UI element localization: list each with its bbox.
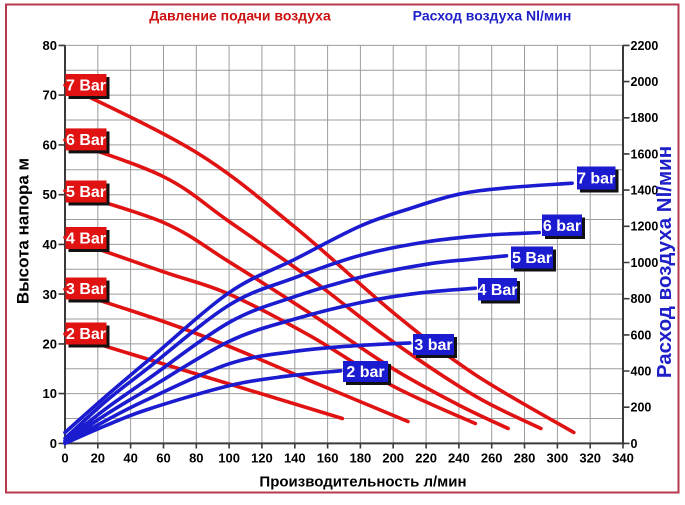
svg-text:140: 140 [284, 451, 306, 466]
svg-text:200: 200 [382, 451, 404, 466]
svg-text:260: 260 [481, 451, 503, 466]
svg-text:800: 800 [631, 292, 652, 306]
svg-text:80: 80 [43, 38, 57, 53]
svg-text:Давление подачи воздуха: Давление подачи воздуха [149, 8, 331, 24]
svg-text:1800: 1800 [631, 111, 659, 125]
svg-text:Производительность л/мин: Производительность л/мин [259, 474, 466, 491]
svg-text:40: 40 [43, 237, 57, 252]
svg-text:220: 220 [415, 451, 437, 466]
svg-text:320: 320 [579, 451, 601, 466]
svg-text:Расход воздуха Nl/мин: Расход воздуха Nl/мин [413, 8, 572, 24]
svg-text:4 Bar: 4 Bar [66, 231, 106, 248]
svg-text:7 bar: 7 bar [577, 171, 615, 188]
svg-text:2 bar: 2 bar [346, 364, 384, 381]
svg-text:1000: 1000 [631, 256, 659, 270]
svg-text:60: 60 [43, 138, 57, 153]
svg-text:60: 60 [156, 451, 170, 466]
svg-text:100: 100 [218, 451, 240, 466]
svg-text:7 Bar: 7 Bar [66, 78, 106, 95]
svg-text:80: 80 [189, 451, 203, 466]
svg-text:Расход воздуха Nl/мин: Расход воздуха Nl/мин [653, 146, 676, 378]
svg-text:400: 400 [631, 364, 652, 378]
svg-text:20: 20 [91, 451, 105, 466]
svg-text:Высота напора м: Высота напора м [14, 158, 33, 304]
svg-text:200: 200 [631, 401, 652, 415]
svg-text:50: 50 [43, 187, 57, 202]
svg-text:120: 120 [251, 451, 273, 466]
svg-text:0: 0 [50, 436, 57, 451]
svg-text:340: 340 [612, 451, 634, 466]
svg-text:6 bar: 6 bar [543, 218, 581, 235]
svg-text:5 Bar: 5 Bar [512, 250, 552, 267]
svg-text:1600: 1600 [631, 147, 659, 161]
svg-text:0: 0 [631, 437, 638, 451]
svg-text:3 Bar: 3 Bar [66, 281, 106, 298]
svg-text:160: 160 [317, 451, 339, 466]
svg-text:70: 70 [43, 88, 57, 103]
svg-text:600: 600 [631, 328, 652, 342]
svg-text:40: 40 [123, 451, 137, 466]
svg-text:30: 30 [43, 287, 57, 302]
svg-text:6 Bar: 6 Bar [66, 132, 106, 149]
svg-text:2000: 2000 [631, 75, 659, 89]
svg-text:20: 20 [43, 337, 57, 352]
svg-text:4 Bar: 4 Bar [477, 282, 517, 299]
svg-text:300: 300 [547, 451, 569, 466]
svg-text:0: 0 [61, 451, 68, 466]
svg-text:1200: 1200 [631, 220, 659, 234]
svg-text:180: 180 [350, 451, 372, 466]
svg-text:280: 280 [514, 451, 536, 466]
svg-text:2200: 2200 [631, 39, 659, 53]
svg-text:3 bar: 3 bar [414, 337, 452, 354]
svg-text:5 Bar: 5 Bar [66, 184, 106, 201]
svg-text:2 Bar: 2 Bar [66, 326, 106, 343]
svg-text:1400: 1400 [631, 184, 659, 198]
svg-text:240: 240 [448, 451, 470, 466]
svg-text:10: 10 [43, 386, 57, 401]
